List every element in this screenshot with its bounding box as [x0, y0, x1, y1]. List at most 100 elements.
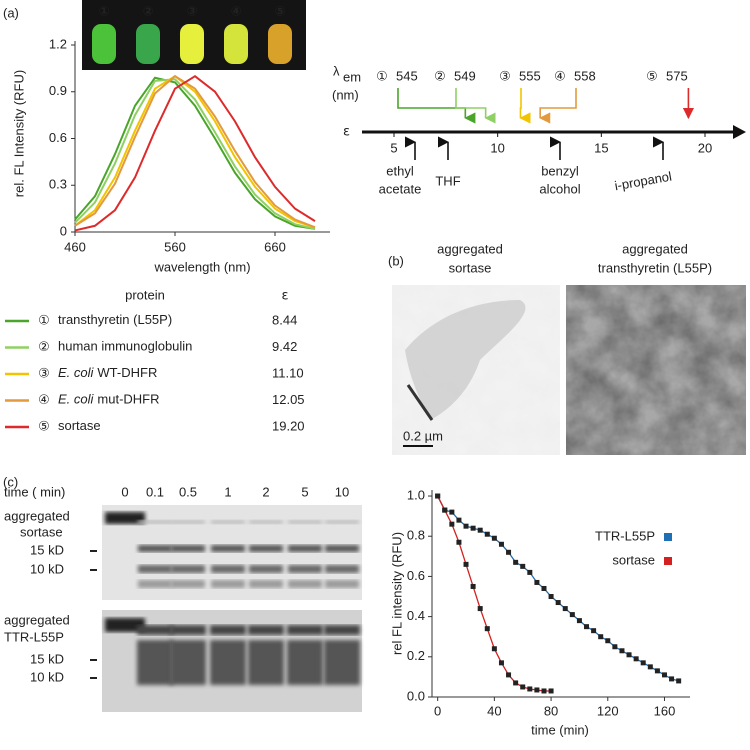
band	[287, 625, 323, 635]
blot-label: TTR-L55P	[4, 629, 64, 644]
data-point	[569, 612, 575, 618]
band	[249, 545, 283, 552]
size-marker: 10 kD	[30, 669, 64, 684]
x-tick-label: 160	[654, 703, 676, 718]
protein-name: E. coli mut-DHFR	[58, 392, 160, 407]
legend-swatch	[664, 533, 672, 541]
data-point	[591, 628, 597, 634]
data-point	[619, 648, 625, 654]
band	[105, 512, 145, 524]
peak-marker: ①	[376, 70, 388, 85]
protein-name: E. coli WT-DHFR	[58, 365, 157, 380]
tem-images	[392, 285, 746, 455]
tem-caption: sortase	[449, 260, 492, 275]
band	[171, 545, 205, 552]
gel-images	[102, 505, 362, 712]
data-point	[534, 579, 540, 585]
peak-value: 545	[396, 68, 418, 83]
epsilon-value: 12.05	[272, 392, 305, 407]
data-point	[491, 535, 497, 541]
row-marker: ①	[38, 314, 50, 329]
time-value: 10	[335, 484, 349, 499]
data-point	[541, 585, 547, 591]
tem-caption: aggregated	[437, 241, 503, 256]
band	[248, 640, 284, 685]
row-marker: ⑤	[38, 420, 50, 435]
band	[249, 520, 283, 524]
epsilon-value: 8.44	[272, 312, 297, 327]
row-marker: ④	[38, 393, 50, 408]
epsilon-tick-label: 15	[594, 140, 608, 155]
data-point	[463, 561, 469, 567]
data-point	[612, 644, 618, 650]
row-marker: ②	[38, 340, 50, 355]
band	[288, 565, 322, 573]
epsilon-tick-label: 10	[490, 140, 504, 155]
data-point	[477, 606, 483, 612]
data-point	[463, 523, 469, 529]
band	[248, 625, 284, 635]
data-point	[584, 624, 590, 630]
band	[324, 625, 360, 635]
table-header: protein	[125, 287, 165, 302]
solvent-label: i-propanol	[613, 168, 673, 193]
y-tick-label: 0.9	[49, 83, 67, 98]
solvent-label: benzyl	[541, 163, 579, 178]
data-point	[513, 680, 519, 686]
panel-label: (c)	[3, 474, 18, 489]
panel-label: (b)	[388, 253, 404, 268]
epsilon-tick-label: 5	[390, 140, 397, 155]
data-point	[435, 493, 441, 499]
band	[325, 520, 359, 524]
y-tick-label: 0.0	[407, 688, 425, 703]
data-point	[654, 668, 660, 674]
peak-marker: ④	[554, 70, 566, 85]
data-point	[527, 569, 533, 575]
band	[287, 640, 323, 685]
data-point	[527, 686, 533, 692]
peak-marker: ②	[434, 70, 446, 85]
y-tick-label: 1.2	[49, 36, 67, 51]
y-axis-label: rel. FL Intensity (RFU)	[11, 70, 26, 197]
band	[211, 580, 245, 588]
band	[325, 565, 359, 573]
y-tick-label: 0.6	[407, 568, 425, 583]
data-point	[676, 678, 682, 684]
lambda-sub: em	[343, 69, 361, 84]
vial-label: ⑤	[274, 5, 285, 20]
peak-value: 558	[574, 68, 596, 83]
data-point	[548, 594, 554, 600]
tem-caption: aggregated	[622, 241, 688, 256]
y-tick-label: 0	[60, 223, 67, 238]
time-label: time ( min)	[4, 484, 65, 499]
data-point	[498, 541, 504, 547]
data-point	[562, 606, 568, 612]
peak-value: 575	[666, 68, 688, 83]
protein-name-text: sortase	[58, 418, 101, 433]
size-marker: 15 kD	[30, 651, 64, 666]
vials-photo	[82, 0, 306, 70]
epsilon-value: 11.10	[272, 365, 304, 380]
unit: (nm)	[332, 87, 359, 102]
data-point	[605, 638, 611, 644]
band	[211, 520, 245, 524]
band	[171, 520, 205, 524]
table-header: ε	[281, 289, 288, 304]
peak-arrow	[519, 88, 531, 124]
data-point	[640, 660, 646, 666]
data-point	[484, 531, 490, 537]
time-value: 1	[224, 484, 231, 499]
vial-label: ①	[98, 5, 109, 20]
solvent-label: ethyl	[386, 163, 414, 178]
band	[171, 565, 205, 573]
band	[288, 545, 322, 552]
band	[324, 640, 360, 685]
protein-name: sortase	[58, 418, 101, 433]
protein-name: human immunoglobulin	[58, 339, 192, 354]
legend-label: TTR-L55P	[595, 528, 655, 543]
data-point	[576, 618, 582, 624]
data-point	[647, 664, 653, 670]
data-point	[633, 656, 639, 662]
y-tick-label: 0.2	[407, 648, 425, 663]
